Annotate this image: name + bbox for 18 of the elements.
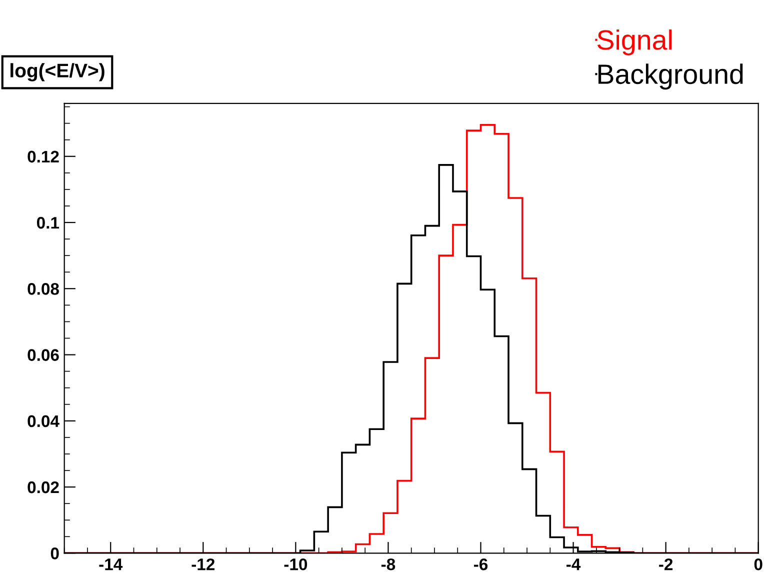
x-tick-label: 0 [754, 558, 762, 570]
x-tick-label: -14 [99, 558, 123, 570]
legend-label: Background [598, 64, 743, 90]
y-tick-label: 0.04 [28, 415, 60, 428]
y-tick-label: 0.12 [28, 150, 59, 163]
x-tick-label: -6 [474, 558, 488, 570]
legend-label: Signal [597, 29, 672, 56]
y-tick-label: 0 [50, 548, 59, 560]
x-tick-label: -4 [566, 558, 581, 570]
y-tick-label: 0.1 [36, 216, 60, 229]
chart-title: log(<E/V>) [10, 63, 104, 82]
x-tick-label: -2 [659, 558, 673, 570]
y-tick-label: 0.06 [28, 349, 59, 361]
x-tick-label: -10 [284, 558, 308, 570]
x-tick-label: -8 [381, 558, 396, 570]
y-tick-label: 0.02 [28, 481, 59, 494]
x-tick-label: -12 [192, 558, 215, 570]
y-tick-label: 0.08 [28, 283, 59, 295]
